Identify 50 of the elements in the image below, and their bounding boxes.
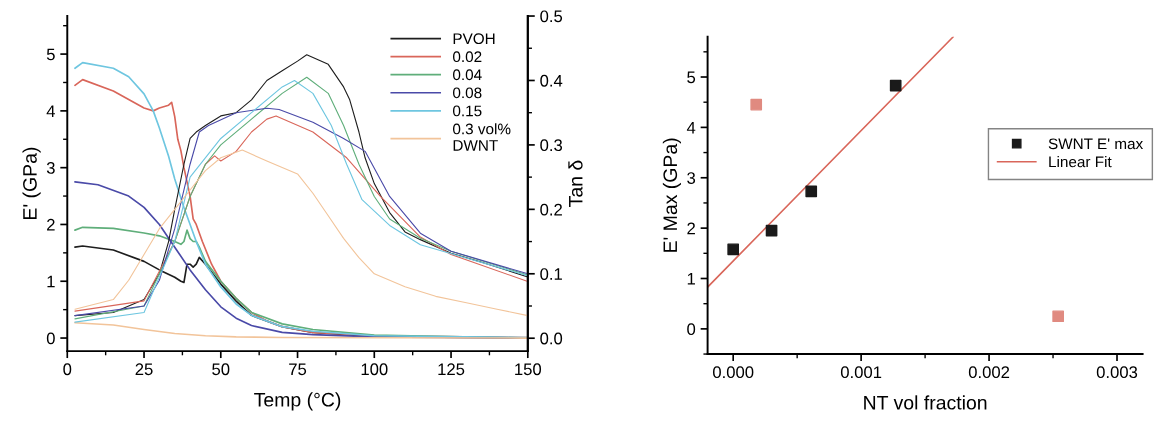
y-tick-label: 5 <box>46 48 55 61</box>
x-tick-label: 50 <box>212 363 230 376</box>
x-tick-label: 0.000 <box>712 366 754 379</box>
legend-label: PVOH <box>453 33 495 45</box>
x-tick-label: 125 <box>438 363 465 376</box>
y-tick-label: 4 <box>686 121 696 134</box>
y2-tick-label: 0.0 <box>540 332 563 345</box>
legend-label: 0.04 <box>453 69 482 81</box>
line-series <box>74 149 528 317</box>
legend-label: 0.15 <box>453 105 482 117</box>
y-axis-title: E' Max (GPa) <box>662 138 681 252</box>
legend-label: 0.3 vol% DWNT <box>453 123 511 151</box>
x-axis-title: Temp (°C) <box>254 392 341 411</box>
x-tick-label: 0 <box>63 363 72 376</box>
legend-label: SWNT E' max <box>1048 138 1144 150</box>
point <box>750 98 763 111</box>
y-tick-label: 2 <box>47 218 55 231</box>
y-tick-label: 5 <box>687 71 696 84</box>
y-tick-label: 4 <box>46 105 55 117</box>
y2-tick-label: 0.2 <box>540 203 562 216</box>
y2-tick-label: 0.3 <box>540 139 563 152</box>
x-tick-label: 100 <box>361 363 388 376</box>
x-tick-label: 0.001 <box>840 366 882 379</box>
point <box>889 79 902 92</box>
y-tick-label: 2 <box>687 222 695 235</box>
legend-label: 0.08 <box>453 87 482 99</box>
point <box>765 224 778 237</box>
y2-axis-title: Tan δ <box>568 160 583 207</box>
x-tick-label: 0.003 <box>1096 366 1138 379</box>
y-axis-title: E' (GPa) <box>22 147 41 219</box>
point <box>805 185 818 198</box>
x-tick-label: 75 <box>289 363 307 376</box>
x-axis-title: NT vol fraction <box>864 395 987 410</box>
legend-label: 0.02 <box>453 51 482 63</box>
point <box>727 243 740 256</box>
y2-tick-label: 0.5 <box>540 10 563 23</box>
y-tick-label: 1 <box>47 275 55 288</box>
y2-tick-label: 0.4 <box>540 74 563 87</box>
y-tick-label: 0 <box>46 332 55 345</box>
y-tick-label: 3 <box>687 172 696 184</box>
x-tick-label: 150 <box>515 363 542 376</box>
line-series <box>74 321 528 339</box>
y-tick-label: 0 <box>687 323 696 336</box>
y-tick-label: 1 <box>687 273 695 285</box>
x-tick-label: 25 <box>135 363 153 376</box>
y2-tick-label: 0.1 <box>540 268 562 280</box>
x-tick-label: 0.002 <box>968 366 1010 379</box>
y-tick-label: 3 <box>46 162 55 174</box>
point <box>1052 310 1065 323</box>
legend-label: Linear Fit <box>1049 156 1112 168</box>
